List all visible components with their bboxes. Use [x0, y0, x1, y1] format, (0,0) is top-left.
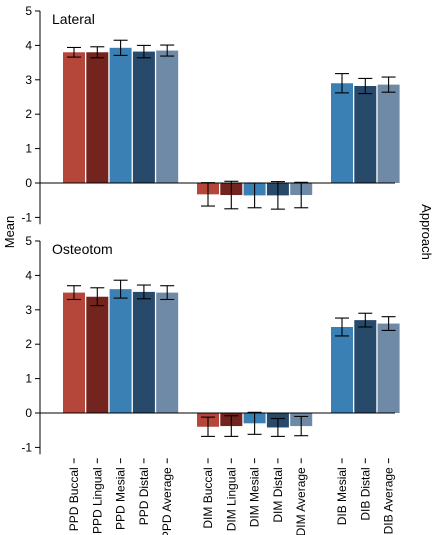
bar [331, 327, 353, 413]
bar [132, 51, 155, 184]
x-tick-label: PPD Mesial [114, 467, 128, 530]
bar [86, 296, 109, 413]
panel-title: Lateral [52, 11, 95, 27]
y-tick-label: 4 [25, 268, 32, 282]
x-tick-label: DIB Average [382, 467, 396, 534]
bar [156, 50, 179, 184]
y-tick-label: 0 [25, 406, 32, 420]
y-tick-label: 4 [25, 38, 32, 52]
bar [63, 52, 85, 183]
bar [109, 47, 132, 183]
y-axis-label: Mean [2, 216, 17, 249]
y-tick-label: 2 [25, 107, 32, 121]
y-tick-label: -1 [21, 210, 32, 224]
x-tick-label: DIB Mesial [335, 467, 349, 525]
right-axis-label: Approach [419, 204, 434, 260]
bar [109, 289, 132, 413]
bar [63, 292, 85, 413]
y-tick-label: 3 [25, 303, 32, 317]
y-tick-label: -1 [21, 440, 32, 454]
panel-title: Osteotom [52, 241, 113, 257]
y-tick-label: 1 [25, 372, 32, 386]
x-tick-label: DIM Average [294, 467, 308, 535]
x-tick-label: PPD Lingual [90, 467, 104, 534]
x-tick-label: PPD Distal [137, 467, 151, 525]
bar [377, 323, 400, 413]
y-tick-label: 0 [25, 176, 32, 190]
bar [86, 52, 109, 183]
bar [132, 291, 155, 413]
bar [156, 292, 179, 413]
y-tick-label: 3 [25, 73, 32, 87]
x-tick-label: PPD Buccal [67, 467, 81, 531]
bar [331, 83, 353, 183]
y-tick-label: 5 [25, 234, 32, 248]
x-tick-label: DIM Lingual [224, 467, 238, 531]
x-tick-label: DIM Buccal [201, 467, 215, 528]
bar [354, 320, 377, 413]
y-tick-label: 2 [25, 337, 32, 351]
x-tick-label: PPD Average [160, 467, 174, 535]
y-tick-label: 5 [25, 4, 32, 18]
x-tick-label: DIB Distal [358, 467, 372, 520]
bar [354, 85, 377, 183]
x-tick-label: DIM Distal [271, 467, 285, 522]
y-tick-label: 1 [25, 142, 32, 156]
bar [377, 84, 400, 183]
x-tick-label: DIM Mesial [248, 467, 262, 527]
